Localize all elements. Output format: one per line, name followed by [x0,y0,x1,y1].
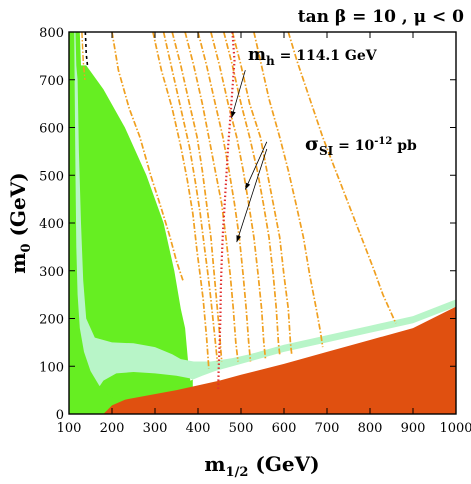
annotation-arrowhead-2 [236,235,242,243]
y-axis-title-base: m [6,253,30,274]
cross-section-contour-2 [152,32,210,369]
y-tick-label-500: 500 [39,169,64,184]
cross-section-tail: pb [392,138,417,154]
regions-layer [69,32,456,414]
cross-section-contour-5 [184,32,239,362]
higgs-mass-sub: h [266,54,275,68]
annotation-arrowhead-1 [245,182,251,190]
x-axis-title: m1/2 (GeV) [204,452,319,480]
cross-section-contour-9 [231,32,293,355]
cross-section-contour-4 [171,32,223,362]
x-tick-label-200: 200 [100,421,125,436]
cross-section-contour-8 [222,32,281,355]
cross-section-contour-1 [111,32,184,281]
curves-layer [81,32,397,391]
x-tick-label-700: 700 [315,421,340,436]
x-tick-label-400: 400 [186,421,211,436]
y-tick-label-800: 800 [39,26,64,41]
y-axis-title: m0 (GeV) [6,172,34,273]
y-tick-label-400: 400 [39,217,64,232]
higgs-mass-base: m [248,45,266,65]
x-tick-label-100: 100 [57,421,82,436]
x-tick-label-1000: 1000 [439,421,471,436]
chart-title: tan β = 10 , μ < 0 [298,7,464,27]
cross-section-contour-10 [253,32,324,348]
y-tick-label-0: 0 [56,408,64,423]
y-axis-title-unit: (GeV) [6,172,30,243]
higgs-mass-annotation: mh = 114.1 GeV [248,45,378,68]
y-tick-label-700: 700 [39,74,64,89]
x-tick-label-800: 800 [358,421,383,436]
y-tick-label-200: 200 [39,313,64,328]
cross-section-annotation: σSI = 10-12 pb [305,133,417,158]
cross-section-sup: -12 [374,136,392,147]
y-tick-label-100: 100 [39,360,64,375]
x-tick-label-600: 600 [272,421,297,436]
x-tick-label-900: 900 [401,421,426,436]
annotation-arrow-0 [231,70,246,119]
y-tick-label-300: 300 [39,265,64,280]
x-axis-title-base: m [204,452,225,476]
cross-section-text: = 10 [333,138,374,154]
annotation-arrowhead-0 [231,110,236,118]
region-orange-red-3 [103,306,456,414]
y-axis-title-sub: 0 [19,244,34,253]
annotation-arrow-1 [244,141,268,190]
cross-section-base: σ [305,133,319,155]
cross-section-sub: SI [319,144,334,158]
annotation-arrow-2 [236,148,268,243]
y-tick-label-600: 600 [39,122,64,137]
cross-section-contour-0 [81,32,86,80]
cross-section-contour-6 [197,32,252,362]
region-light-green-1 [69,32,456,414]
x-tick-label-300: 300 [143,421,168,436]
annotation-arrows-layer [231,70,268,243]
x-tick-label-500: 500 [229,421,254,436]
ticks-layer: 100 200 300 400 500 600 700 800 900 1000010020030… [39,26,471,436]
x-axis-title-unit: (GeV) [248,452,319,476]
region-bright-green-2 [69,32,193,414]
x-axis-title-sub: 1/2 [226,465,249,480]
higgs-mass-text: = 114.1 GeV [275,48,378,64]
cross-section-contour-3 [162,32,219,362]
region-bright-green-0 [69,32,193,414]
